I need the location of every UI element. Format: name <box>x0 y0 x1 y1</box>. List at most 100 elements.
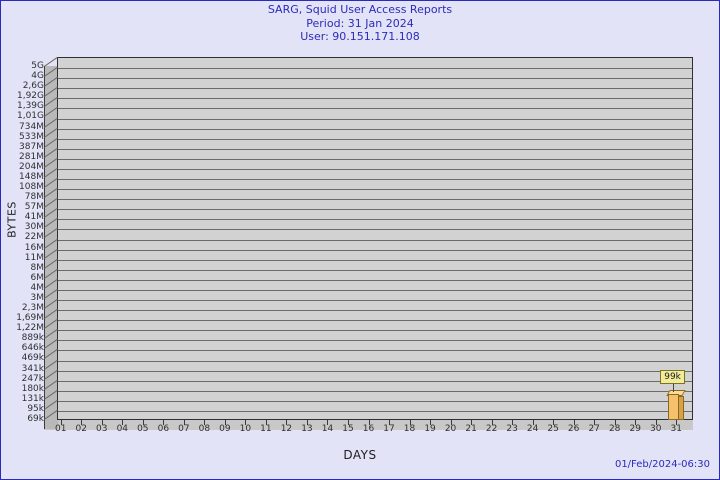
y-axis-label: 469k <box>21 353 44 364</box>
y-axis-label: 6M <box>30 272 45 283</box>
gridline <box>58 108 692 109</box>
x-axis-label: 29 <box>629 424 641 434</box>
x-axis-label: 17 <box>383 424 395 434</box>
gridline <box>58 159 692 160</box>
x-axis-label: 23 <box>506 424 518 434</box>
x-axis-tick-mark <box>594 420 595 425</box>
y-axis-label: 108M <box>19 182 44 192</box>
y-axis-label: 204M <box>19 161 44 172</box>
x-axis-label: 09 <box>219 424 231 434</box>
x-axis-label: 11 <box>260 424 272 434</box>
y-axis-label: 5G <box>31 61 44 71</box>
y-axis-label: 148M <box>19 171 44 182</box>
gridline <box>58 119 692 120</box>
y-axis-label: 889k <box>21 333 44 344</box>
y-axis-label: 2,6G <box>22 81 44 92</box>
y-axis-label: 8M <box>30 262 45 273</box>
y-axis-label: 69k <box>27 413 44 424</box>
gridline <box>58 68 692 69</box>
gridline <box>58 290 692 291</box>
gridline <box>58 280 692 281</box>
x-axis-label: 15 <box>342 424 354 434</box>
gridline <box>58 320 692 321</box>
x-axis-label: 14 <box>321 424 334 434</box>
x-axis-label: 05 <box>137 424 149 434</box>
x-axis-label: 26 <box>567 424 580 434</box>
x-axis-tick-mark <box>635 420 636 425</box>
x-axis-label: 22 <box>485 424 498 434</box>
y-axis-label: 131k <box>21 393 44 404</box>
gridline <box>58 149 692 150</box>
bar-side-face <box>678 395 685 420</box>
x-axis-tick-mark <box>553 420 554 425</box>
gridline <box>58 361 692 362</box>
x-axis-tick-mark <box>61 420 62 425</box>
gridline <box>58 381 692 382</box>
gridline <box>58 270 692 271</box>
x-axis-tick-mark <box>245 420 246 425</box>
x-axis-tick-mark <box>492 420 493 425</box>
bar-value-connector <box>673 381 674 392</box>
x-axis-tick-mark <box>327 420 328 425</box>
x-axis-label: 04 <box>116 424 129 434</box>
bar-value-label: 99k <box>660 369 685 384</box>
x-axis-label: 16 <box>362 424 375 434</box>
plot-area <box>57 57 693 420</box>
x-axis-tick-mark <box>430 420 431 425</box>
x-axis-label: 07 <box>178 424 190 434</box>
x-axis-tick-mark <box>389 420 390 425</box>
x-axis-label: 25 <box>547 424 559 434</box>
y-axis-label: 646k <box>21 343 44 354</box>
gridline <box>58 411 692 412</box>
report-period: Period: 31 Jan 2024 <box>306 16 414 30</box>
gridline <box>58 240 692 241</box>
gridline <box>58 179 692 180</box>
y-axis-label: 1,92G <box>16 91 44 102</box>
x-axis-tick-mark <box>512 420 513 425</box>
x-axis-tick-mark <box>676 420 677 425</box>
x-axis-label: 27 <box>588 424 600 434</box>
x-axis-tick-mark <box>451 420 452 425</box>
y-axis-label: 95k <box>27 403 44 414</box>
x-axis-tick-mark <box>656 420 657 425</box>
gridline <box>58 310 692 311</box>
y-axis-ticks: 5G 4G 2,6G 1,92G 1,39G 1,01G 734M 533M 387M 281M 2… <box>0 0 44 480</box>
x-axis-tick-mark <box>471 420 472 425</box>
gridline <box>58 330 692 331</box>
gridline <box>58 350 692 351</box>
y-axis-label: 734M <box>19 121 44 132</box>
y-axis-label: 533M <box>19 131 44 142</box>
gridline <box>58 250 692 251</box>
y-axis-label: 247k <box>21 373 44 384</box>
gridline <box>58 229 692 230</box>
y-axis-label: 1,01G <box>16 111 44 122</box>
gridline <box>58 129 692 130</box>
report-user: User: 90.151.171.108 <box>300 30 420 43</box>
x-axis-label: 31 <box>670 424 682 434</box>
y-axis-label: 1,69M <box>16 313 44 324</box>
x-axis-tick-mark <box>102 420 103 425</box>
y-axis-label: 4M <box>30 282 45 293</box>
y-axis-label: 57M <box>24 202 44 213</box>
x-axis-tick-mark <box>410 420 411 425</box>
x-axis-label: 21 <box>465 424 477 434</box>
x-axis-label: 19 <box>424 424 436 434</box>
y-axis-label: 4G <box>31 71 44 82</box>
gridline <box>58 371 692 372</box>
gridline <box>58 169 692 170</box>
gridline <box>58 391 692 392</box>
gridline <box>58 300 692 301</box>
x-axis-tick-mark <box>286 420 287 425</box>
y-axis-label: 3M <box>30 292 45 303</box>
plot-floor-3d <box>44 420 693 430</box>
y-axis-label: 30M <box>24 222 44 233</box>
y-axis-label: 11M <box>24 252 44 263</box>
x-axis-tick-mark <box>369 420 370 425</box>
x-axis-label: 30 <box>649 424 662 434</box>
x-axis-label: 02 <box>75 424 87 434</box>
x-axis-label: 06 <box>157 424 170 434</box>
gridline <box>58 189 692 190</box>
